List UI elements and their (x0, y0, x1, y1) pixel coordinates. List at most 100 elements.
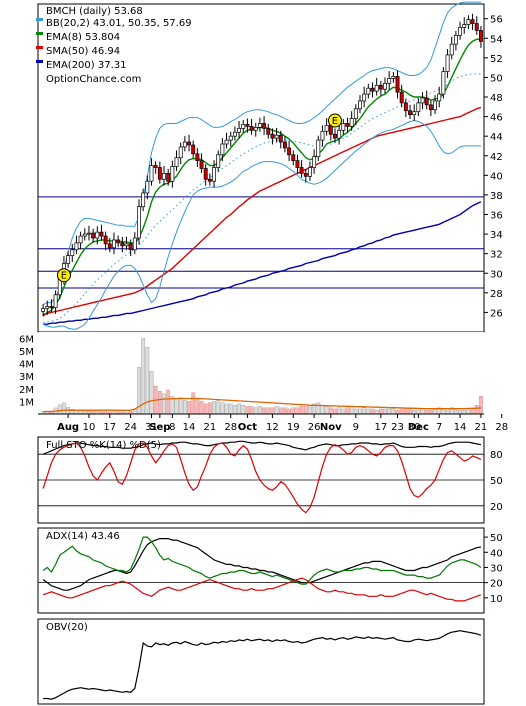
candle-body (303, 173, 308, 177)
candle-body (274, 134, 279, 139)
candle-body (453, 34, 458, 45)
candle-body (116, 239, 121, 244)
volume-bar (141, 338, 146, 415)
earnings-marker-label: E (332, 116, 338, 127)
volume-bar (220, 402, 225, 415)
candle-body (387, 78, 392, 84)
price-tick-label: 54 (490, 34, 503, 45)
candle-body (253, 127, 258, 131)
volume-bar (333, 408, 337, 415)
candle-body (216, 154, 221, 168)
candle-body (74, 242, 79, 251)
volume-bar (245, 406, 250, 415)
volume-bar (258, 406, 262, 415)
price-tick-label: 30 (490, 269, 503, 280)
candle-body (78, 235, 83, 244)
date-tick-label: Dec (408, 422, 429, 433)
candle-body (358, 100, 362, 110)
candle-body (270, 133, 275, 139)
candle-body (458, 27, 463, 36)
legend-swatch-ema200 (36, 60, 43, 63)
sto--k-14- (42, 440, 482, 455)
candle-body (428, 104, 433, 111)
candle-body (262, 123, 267, 129)
earnings-marker (56, 268, 71, 283)
candle-body (312, 156, 317, 168)
volume-bar (416, 408, 421, 415)
volume-bar (178, 397, 183, 415)
volume-bar (303, 406, 308, 415)
volume-bar (266, 407, 271, 415)
candle-body (295, 160, 300, 168)
candle-body (383, 82, 387, 90)
volume-tick-label: 5M (19, 347, 34, 358)
date-tick-label: 17 (103, 422, 116, 433)
candle-body (137, 206, 141, 239)
volume-bar (62, 402, 66, 415)
volume-bar (428, 410, 433, 415)
candle-body (362, 93, 367, 102)
candle-body (395, 76, 400, 93)
candle-body (157, 167, 162, 180)
candle-body (103, 235, 108, 245)
adx-tick-label: 10 (490, 594, 503, 605)
sto-title: Full STO %K(14) %D(5) (46, 440, 161, 451)
candle-body (474, 23, 479, 31)
volume-tick-label: 1M (19, 397, 34, 408)
volume-bar (295, 407, 300, 415)
candle-body (99, 231, 104, 237)
candle-body (182, 141, 187, 148)
volume-bar (366, 408, 371, 415)
candle-body (341, 123, 346, 131)
earnings-marker (327, 113, 342, 128)
candle-body (257, 123, 262, 128)
date-tick-label: Sep (149, 422, 170, 433)
candle-body (366, 87, 371, 95)
volume-bar (174, 398, 179, 415)
candle-body (403, 102, 408, 112)
volume-bar (349, 407, 354, 415)
candle-body (112, 239, 116, 249)
candle-body (66, 255, 71, 264)
date-tick-label: 28 (495, 422, 508, 433)
date-tick-label: Oct (238, 422, 257, 433)
price-tick-label: 42 (490, 152, 503, 163)
date-tick-label: 23 (391, 422, 404, 433)
watermark: OptionChance.com (46, 74, 141, 85)
candle-body (187, 141, 191, 146)
candle-body (316, 139, 321, 158)
date-tick-label: 21 (475, 422, 488, 433)
candle-body (107, 243, 112, 249)
obv-title: OBV(20) (46, 622, 88, 633)
date-tick-label: 21 (204, 422, 217, 433)
date-tick-label: 8 (169, 422, 175, 433)
volume-average-line (43, 397, 481, 413)
volume-bar (224, 403, 229, 415)
candle-body (95, 231, 100, 239)
volume-bar (433, 408, 437, 415)
volume-bar (345, 407, 350, 415)
date-tick-label: 19 (287, 422, 300, 433)
date-tick-label: 14 (183, 422, 196, 433)
legend-sma50: SMA(50) 46.94 (46, 46, 120, 57)
candle-body (153, 165, 158, 168)
candle-body (53, 294, 58, 308)
earnings-marker-label: E (61, 271, 67, 282)
volume-bar (291, 407, 296, 415)
candle-body (308, 167, 312, 177)
volume-bar (462, 410, 467, 415)
volume-bar (216, 399, 221, 415)
candle-body (441, 71, 446, 95)
candle-body (170, 166, 175, 182)
volume-bar (145, 346, 150, 415)
price-tick-label: 48 (490, 93, 503, 104)
legend-swatch-ema8 (36, 32, 43, 35)
candle-body (462, 24, 467, 28)
volume-bar (262, 407, 266, 415)
candle-body (149, 165, 154, 182)
candle-body (266, 127, 271, 135)
volume-bar (191, 392, 196, 415)
candle-body (449, 43, 454, 56)
volume-bar (362, 407, 367, 415)
